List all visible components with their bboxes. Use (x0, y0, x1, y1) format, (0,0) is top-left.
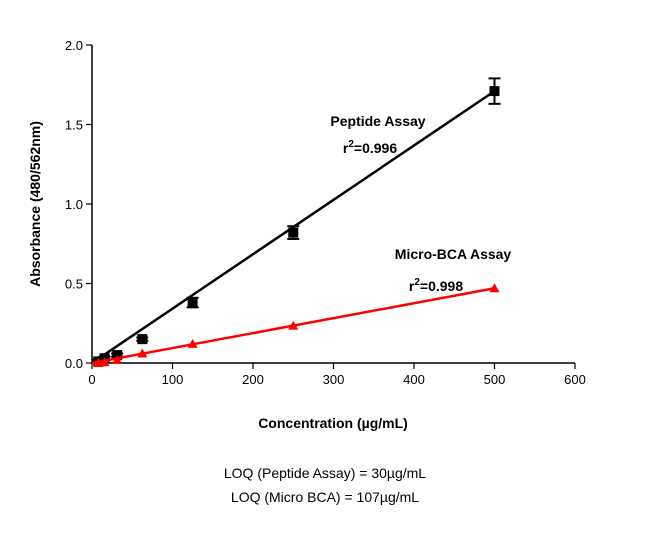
data-point-square (137, 334, 148, 345)
y-tick-label: 2.0 (65, 38, 83, 53)
y-tick-label: 1.5 (65, 118, 83, 133)
x-tick-label: 300 (323, 372, 345, 387)
x-tick-label: 600 (564, 372, 586, 387)
data-point-triangle (187, 338, 198, 348)
chart: 0 100 200 300 400 500 600 0.0 0.5 1.0 1.5 2.0 Conce… (27, 38, 586, 431)
data-point-triangle (489, 283, 500, 293)
peptide-series-label: Peptide Assay (330, 113, 425, 129)
microbca-series-label: Micro-BCA Assay (395, 246, 512, 262)
data-point-triangle (112, 354, 123, 364)
peptide-r2-annotation: r2=0.996 (343, 139, 397, 156)
y-tick-label: 0.5 (65, 277, 83, 292)
x-axis-label: Concentration (µg/mL) (258, 415, 408, 431)
x-tick-label: 200 (242, 372, 264, 387)
data-point-triangle (137, 348, 148, 358)
y-tick-label: 1.0 (65, 197, 83, 212)
data-point-square (489, 86, 500, 97)
loq-microbca-note: LOQ (Micro BCA) = 107µg/mL (230, 489, 420, 505)
loq-peptide-note: LOQ (Peptide Assay) = 30µg/mL (223, 465, 427, 481)
y-tick-label: 0.0 (65, 356, 83, 371)
data-point-square (288, 227, 299, 238)
y-axis-label: Absorbance (480/562nm) (27, 121, 43, 287)
x-tick-label: 400 (403, 372, 425, 387)
microbca-r2-annotation: r2=0.998 (409, 277, 463, 294)
x-tick-label: 0 (88, 372, 95, 387)
data-point-triangle (99, 357, 110, 367)
x-tick-label: 500 (484, 372, 506, 387)
x-tick-label: 100 (162, 372, 184, 387)
data-point-square (187, 297, 198, 308)
data-point-triangle (288, 320, 299, 330)
